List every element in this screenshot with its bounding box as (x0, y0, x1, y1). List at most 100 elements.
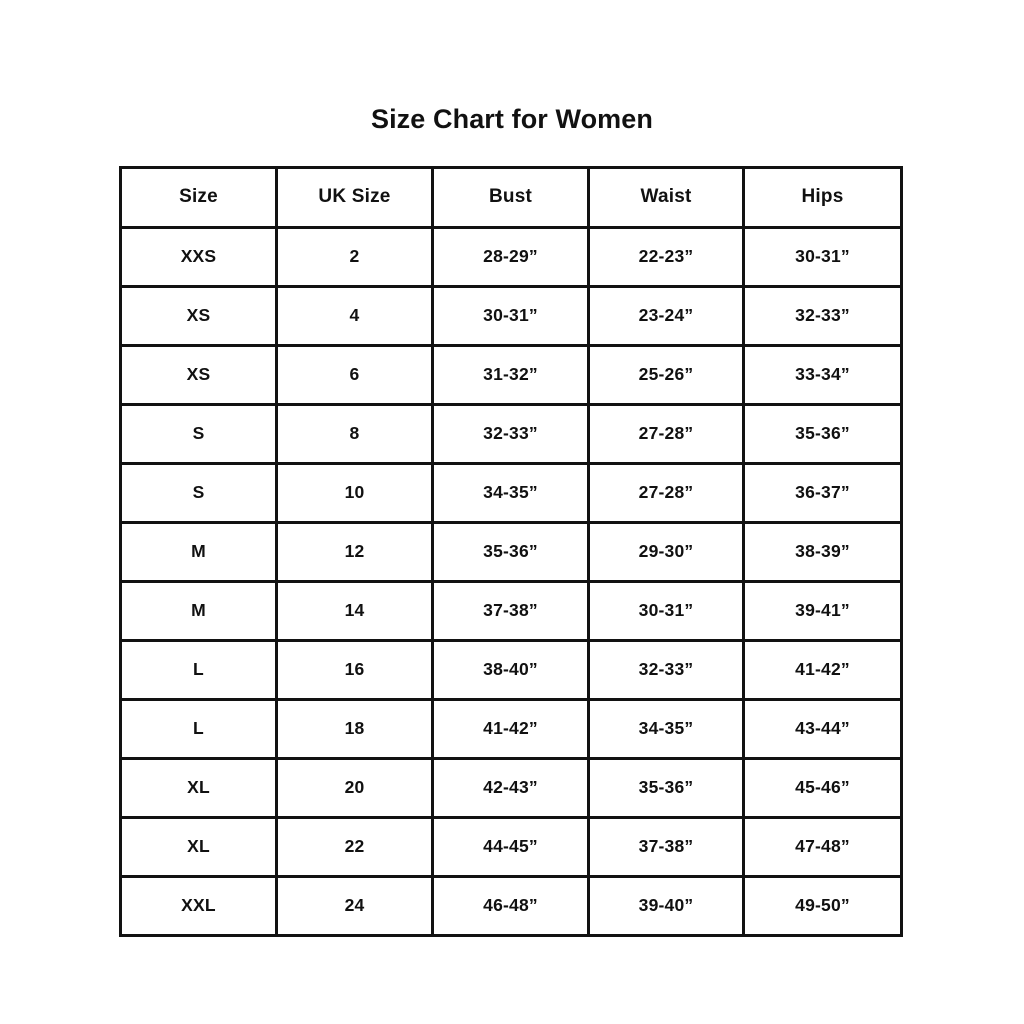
cell-uk-size: 18 (275, 698, 434, 760)
cell-waist-value: 25-26” (638, 363, 694, 384)
cell-waist-value: 27-28” (638, 422, 694, 443)
cell-waist-value: 39-40” (638, 894, 694, 915)
column-header-hips: Hips (742, 166, 903, 229)
cell-hips-value: 41-42” (795, 658, 850, 679)
cell-bust: 37-38” (431, 580, 590, 642)
cell-uk-size: 14 (275, 580, 434, 642)
cell-size-value: L (193, 717, 204, 738)
cell-waist: 35-36” (587, 757, 745, 819)
column-header-uk-size-label: UK Size (318, 185, 391, 207)
cell-hips: 39-41” (742, 580, 903, 642)
cell-waist: 22-23” (587, 226, 745, 288)
cell-size: L (119, 639, 278, 701)
cell-bust-value: 32-33” (483, 422, 538, 443)
cell-waist-value: 23-24” (638, 304, 694, 325)
cell-size-value: XL (187, 776, 210, 797)
cell-waist: 27-28” (587, 403, 745, 465)
cell-uk-size-value: 8 (349, 422, 360, 443)
size-chart-table: Size UK Size Bust Waist Hips XXS 2 28-29… (119, 166, 903, 937)
cell-bust-value: 30-31” (483, 304, 538, 325)
cell-hips-value: 35-36” (795, 422, 850, 443)
cell-size-value: XS (186, 304, 211, 325)
cell-size-value: XXS (180, 245, 217, 266)
cell-hips-value: 45-46” (795, 776, 850, 797)
table-row: S 10 34-35” 27-28” 36-37” (119, 462, 903, 524)
cell-waist: 25-26” (587, 344, 745, 406)
cell-hips-value: 32-33” (795, 304, 850, 325)
cell-bust: 38-40” (431, 639, 590, 701)
cell-size: XS (119, 344, 278, 406)
cell-bust-value: 46-48” (483, 894, 538, 915)
cell-waist-value: 22-23” (638, 245, 694, 266)
table-row: S 8 32-33” 27-28” 35-36” (119, 403, 903, 465)
cell-size-value: XXL (181, 894, 216, 915)
cell-size: XXL (119, 875, 278, 937)
cell-size-value: S (192, 422, 205, 443)
column-header-uk-size: UK Size (275, 166, 434, 229)
cell-waist-value: 37-38” (638, 835, 694, 856)
cell-uk-size: 8 (275, 403, 434, 465)
cell-waist-value: 29-30” (638, 540, 694, 561)
table-row: XXS 2 28-29” 22-23” 30-31” (119, 226, 903, 288)
cell-bust: 35-36” (431, 521, 590, 583)
cell-waist: 27-28” (587, 462, 745, 524)
cell-hips: 35-36” (742, 403, 903, 465)
cell-hips: 41-42” (742, 639, 903, 701)
cell-bust-value: 34-35” (483, 481, 538, 502)
cell-waist: 37-38” (587, 816, 745, 878)
table-row: XS 4 30-31” 23-24” 32-33” (119, 285, 903, 347)
cell-bust-value: 37-38” (483, 599, 538, 620)
cell-bust: 46-48” (431, 875, 590, 937)
cell-hips-value: 47-48” (795, 835, 850, 856)
cell-hips-value: 33-34” (795, 363, 850, 384)
cell-bust-value: 42-43” (483, 776, 538, 797)
cell-uk-size-value: 14 (344, 599, 365, 620)
cell-uk-size: 16 (275, 639, 434, 701)
cell-hips: 43-44” (742, 698, 903, 760)
cell-bust: 31-32” (431, 344, 590, 406)
cell-hips: 38-39” (742, 521, 903, 583)
table-row: XXL 24 46-48” 39-40” 49-50” (119, 875, 903, 937)
cell-uk-size: 22 (275, 816, 434, 878)
cell-hips: 49-50” (742, 875, 903, 937)
cell-uk-size-value: 12 (344, 540, 365, 561)
cell-waist-value: 30-31” (638, 599, 694, 620)
cell-size: XL (119, 757, 278, 819)
cell-uk-size-value: 18 (344, 717, 365, 738)
table-row: XL 20 42-43” 35-36” 45-46” (119, 757, 903, 819)
table-row: XL 22 44-45” 37-38” 47-48” (119, 816, 903, 878)
cell-hips-value: 39-41” (795, 599, 850, 620)
cell-size: XS (119, 285, 278, 347)
column-header-bust-label: Bust (488, 185, 533, 207)
cell-bust: 30-31” (431, 285, 590, 347)
cell-uk-size-value: 16 (344, 658, 365, 679)
cell-waist: 39-40” (587, 875, 745, 937)
cell-waist-value: 32-33” (638, 658, 694, 679)
cell-bust: 34-35” (431, 462, 590, 524)
cell-bust-value: 28-29” (483, 245, 538, 266)
column-header-waist: Waist (587, 166, 745, 229)
cell-size-value: S (192, 481, 205, 502)
cell-bust-value: 31-32” (483, 363, 538, 384)
cell-hips: 45-46” (742, 757, 903, 819)
cell-bust-value: 35-36” (483, 540, 538, 561)
table-row: L 16 38-40” 32-33” 41-42” (119, 639, 903, 701)
cell-uk-size: 12 (275, 521, 434, 583)
cell-hips: 36-37” (742, 462, 903, 524)
cell-size-value: M (191, 599, 206, 620)
cell-size: M (119, 521, 278, 583)
cell-bust-value: 41-42” (483, 717, 538, 738)
cell-uk-size: 2 (275, 226, 434, 288)
cell-size-value: XS (186, 363, 211, 384)
cell-uk-size-value: 4 (349, 304, 360, 325)
cell-hips-value: 30-31” (795, 245, 850, 266)
cell-waist-value: 35-36” (638, 776, 694, 797)
cell-hips: 32-33” (742, 285, 903, 347)
cell-size-value: M (191, 540, 206, 561)
cell-waist: 29-30” (587, 521, 745, 583)
table-header: Size UK Size Bust Waist Hips (119, 166, 903, 229)
cell-waist: 30-31” (587, 580, 745, 642)
cell-hips: 47-48” (742, 816, 903, 878)
cell-uk-size: 4 (275, 285, 434, 347)
size-chart-table-container: Size UK Size Bust Waist Hips XXS 2 28-29… (119, 166, 903, 937)
